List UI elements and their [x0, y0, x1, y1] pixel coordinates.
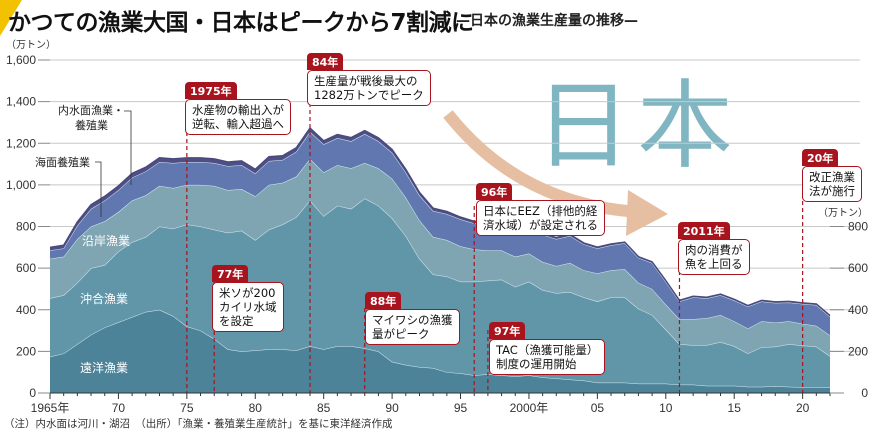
- y-tick-label: 1,000: [6, 178, 36, 192]
- annotation-line: 日本にEEZ（排他的経: [483, 204, 598, 218]
- y-tick-label: 1,200: [6, 136, 36, 150]
- annotation-year-badge: 2011年: [678, 222, 730, 239]
- x-tick-label: 20: [796, 401, 810, 415]
- annotation-year-badge: 96年: [476, 183, 513, 200]
- x-tick-label: 1965年: [31, 401, 70, 415]
- y-tick-label: 800: [16, 220, 36, 234]
- annotation-line: 法が施行: [809, 184, 855, 198]
- x-tick-label: 75: [180, 401, 194, 415]
- annotation-line: 肉の消費が: [685, 243, 743, 257]
- x-tick-label: 2000年: [510, 401, 549, 415]
- annotation-line: 逆転、輸入超過へ: [192, 117, 284, 131]
- layer-label-offshore: 沖合漁業: [80, 291, 128, 306]
- area-coastal: [50, 158, 830, 357]
- annotation-line: 済水域）が設定される: [483, 218, 598, 232]
- annotation-line: 米ソが200: [219, 286, 276, 300]
- boundary-inland: [49, 126, 831, 317]
- area-marine_aquaculture: [50, 131, 830, 336]
- annotation-line: 制度の運用開始: [496, 357, 577, 371]
- layer-labels: 遠洋漁業 沖合漁業 沿岸漁業 海面養殖業 内水面漁業・養殖業: [35, 103, 132, 375]
- x-tick-label: 15: [728, 401, 742, 415]
- watermark-text: 日本: [535, 70, 739, 182]
- legend-leader-marine-aquaculture: [95, 161, 102, 217]
- x-tick-label: 80: [249, 401, 263, 415]
- annotation-year-badge: 77年: [212, 265, 249, 282]
- annotation-text: マイワシの漁獲 量がピーク: [365, 309, 460, 345]
- annotation-2011: 2011年 肉の消費が 魚を上回る: [678, 220, 750, 275]
- annotation-text: 米ソが200 カイリ水域 を設定: [212, 282, 284, 332]
- annotation-1988: 88年 マイワシの漁獲 量がピーク: [365, 290, 460, 345]
- y-right-tick-label: 200: [848, 344, 868, 358]
- title-accent-corner: [0, 0, 22, 36]
- legend-label-inland: 内水面漁業・: [58, 103, 124, 117]
- annotation-text: 水産物の輸出入が 逆転、輸入超過へ: [185, 99, 291, 135]
- y-right-tick-label: 800: [848, 220, 868, 234]
- area-layers: [49, 126, 831, 393]
- annotation-year-badge: 97年: [489, 322, 526, 339]
- annotation-1977: 77年 米ソが200 カイリ水域 を設定: [212, 263, 284, 332]
- y-right-axis-unit: （万トン）: [818, 207, 868, 219]
- annotation-1984: 84年 生産量が戦後最大の 1282万トンでピーク: [307, 51, 431, 106]
- annotation-line: 1282万トンでピーク: [314, 88, 424, 102]
- y-right-tick-label: 400: [848, 303, 868, 317]
- y-right-tick-label: 600: [848, 261, 868, 275]
- annotation-line: 改正漁業: [809, 170, 855, 184]
- area-distant: [50, 309, 830, 393]
- annotation-line: を設定: [219, 314, 254, 328]
- y-tick-label: 400: [16, 303, 36, 317]
- y-tick-label: 0: [29, 386, 36, 400]
- boundary-distant: [49, 309, 831, 388]
- annotation-year-badge: 20年: [802, 149, 839, 166]
- area-offshore: [50, 198, 830, 388]
- annotation-line: 水産物の輸出入が: [192, 103, 284, 117]
- y-tick-label: 200: [16, 344, 36, 358]
- annotation-line: 生産量が戦後最大の: [314, 74, 418, 88]
- annotation-text: 生産量が戦後最大の 1282万トンでピーク: [307, 70, 431, 106]
- annotation-line: 量がピーク: [372, 327, 430, 341]
- x-tick-label: 10: [659, 401, 673, 415]
- annotation-line: TAC（漁獲可能量）: [496, 343, 599, 357]
- y-tick-label: 1,600: [6, 53, 36, 67]
- annotation-year-badge: 88年: [365, 292, 402, 309]
- page-subtitle: —日本の漁業生産量の推移—: [456, 13, 638, 29]
- annotation-1997: 97年 TAC（漁獲可能量） 制度の運用開始: [489, 320, 606, 375]
- annotation-1996: 96年 日本にEEZ（排他的経 済水域）が設定される: [476, 181, 605, 236]
- annotation-text: TAC（漁獲可能量） 制度の運用開始: [489, 339, 606, 375]
- layer-label-distant: 遠洋漁業: [80, 360, 128, 375]
- annotation-1975: 1975年 水産物の輸出入が 逆転、輸入超過へ: [185, 80, 291, 135]
- annotation-year-badge: 1975年: [185, 82, 237, 99]
- legend-leader-inland: [124, 110, 132, 185]
- annotation-text: 改正漁業 法が施行: [802, 166, 862, 202]
- legend-label-inland-2: 養殖業: [75, 118, 108, 132]
- y-axis-unit: （万トン）: [6, 39, 56, 51]
- trend-arrow-shaft: [443, 110, 641, 218]
- y-tick-label: 600: [16, 261, 36, 275]
- y-tick-label: 1,400: [6, 95, 36, 109]
- annotation-year-badge: 84年: [307, 53, 344, 70]
- x-tick-label: 70: [112, 401, 126, 415]
- annotation-text: 肉の消費が 魚を上回る: [678, 239, 750, 275]
- axes: 1965年 70 75 80 85 90 95 2000年 05 10 15 200200400600…: [6, 39, 868, 415]
- annotation-text: 日本にEEZ（排他的経 済水域）が設定される: [476, 200, 605, 236]
- x-tick-label: 95: [454, 401, 468, 415]
- annotation-line: 魚を上回る: [685, 257, 743, 271]
- trend-arrow-head: [626, 190, 668, 236]
- legend-label-marine-aquaculture: 海面養殖業: [35, 155, 90, 169]
- annotation-line: マイワシの漁獲: [372, 313, 453, 327]
- page-title: かつての漁業大国・日本はピークから7割減に: [8, 10, 474, 36]
- annotation-line: カイリ水域: [219, 300, 277, 314]
- x-tick-label: 05: [591, 401, 605, 415]
- layer-label-coastal: 沿岸漁業: [82, 234, 130, 248]
- y-right-tick-label: 0: [861, 386, 868, 400]
- annotation-2020: 20年 改正漁業 法が施行: [802, 147, 862, 202]
- trend-arrow: [443, 110, 668, 236]
- x-tick-label: 90: [385, 401, 399, 415]
- source-note: （注）内水面は河川・湖沼 （出所）「漁業・養殖業生産統計」を基に東洋経済作成: [4, 418, 393, 430]
- x-tick-label: 85: [317, 401, 331, 415]
